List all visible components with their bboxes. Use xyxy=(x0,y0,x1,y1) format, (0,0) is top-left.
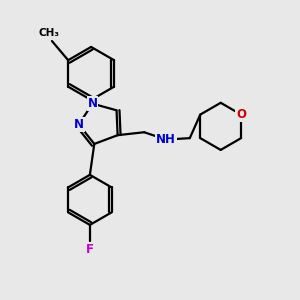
Text: CH₃: CH₃ xyxy=(38,28,59,38)
Text: N: N xyxy=(74,118,84,131)
Text: F: F xyxy=(86,243,94,256)
Text: O: O xyxy=(236,108,246,121)
Text: N: N xyxy=(88,97,98,110)
Text: NH: NH xyxy=(156,133,176,146)
